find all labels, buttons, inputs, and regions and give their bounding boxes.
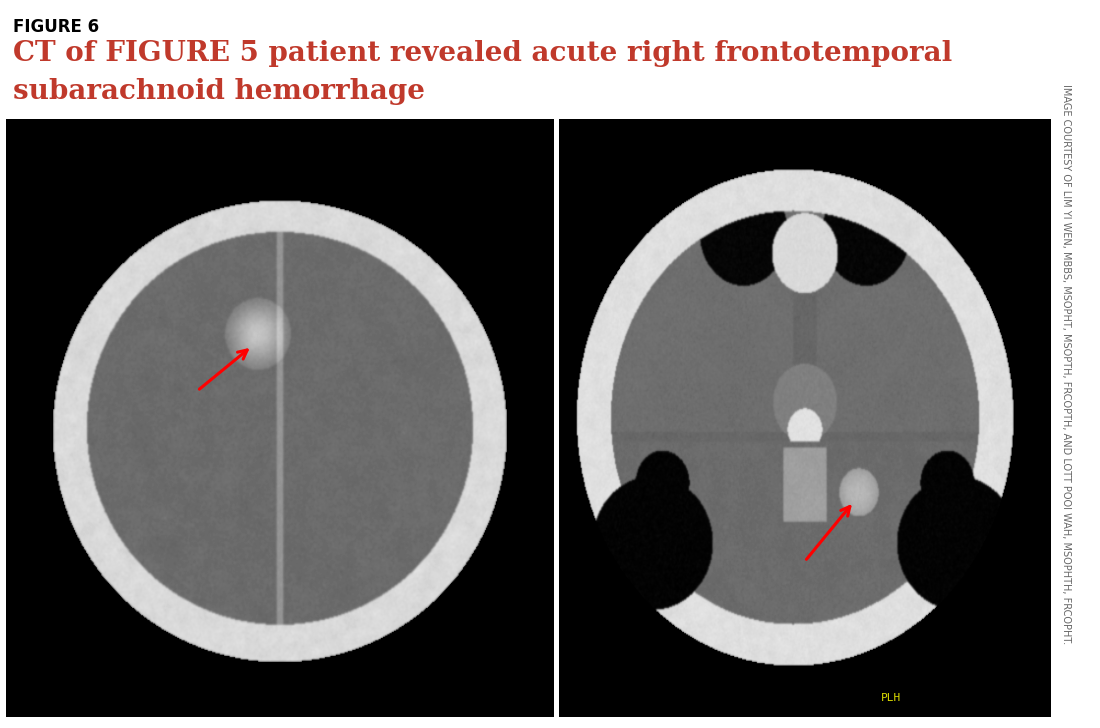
Text: IMAGE COURTESY OF LIM YI WEN, MBBS, MSOPHT, MSOPTH, FRCOPTH, AND LOTT POOI WAH, : IMAGE COURTESY OF LIM YI WEN, MBBS, MSOP…: [1062, 84, 1071, 644]
Text: PLH: PLH: [881, 692, 901, 703]
Text: FIGURE 6: FIGURE 6: [13, 18, 99, 36]
Text: subarachnoid hemorrhage: subarachnoid hemorrhage: [13, 78, 426, 105]
Text: CT of FIGURE 5 patient revealed acute right frontotemporal: CT of FIGURE 5 patient revealed acute ri…: [13, 40, 953, 67]
